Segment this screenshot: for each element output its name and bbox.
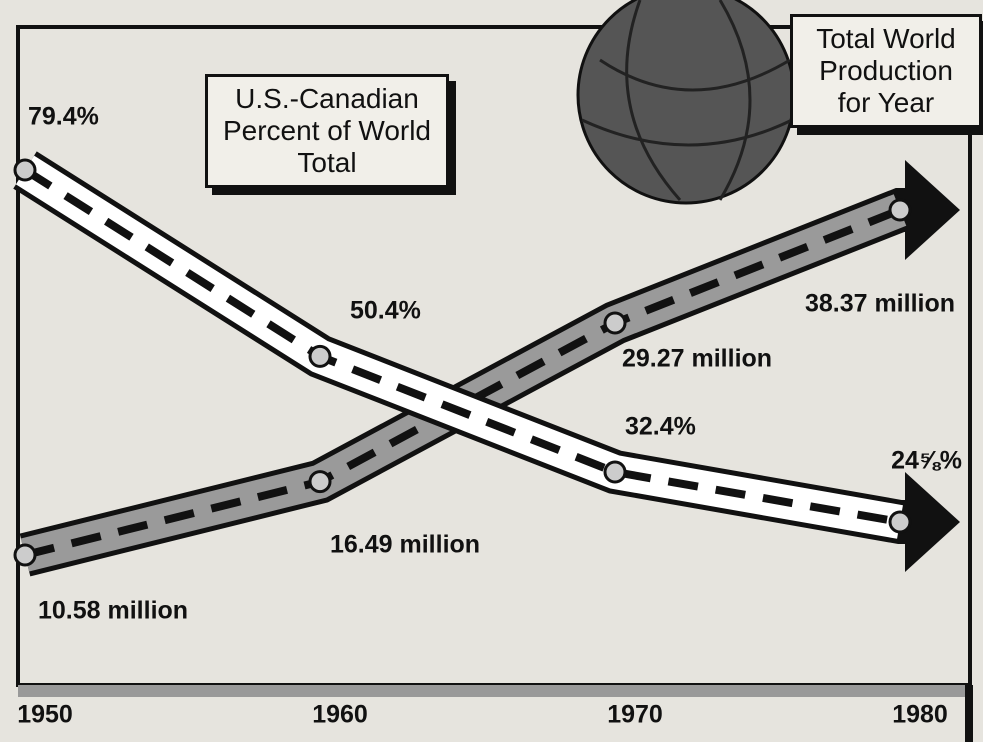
arrow-head: [905, 160, 960, 260]
globe: [576, 0, 796, 205]
x-tick-label: 1970: [607, 701, 663, 729]
line: [24, 206, 902, 559]
globe-lines: [581, 0, 793, 201]
line: [22, 166, 901, 526]
value-label: 10.58 million: [38, 597, 188, 625]
x-tick-label: 1950: [17, 701, 73, 729]
point: [13, 158, 37, 182]
x-tick-label: 1980: [892, 701, 948, 729]
point: [603, 460, 627, 484]
point: [888, 510, 912, 534]
arrow-head: [905, 472, 960, 572]
x-tick-label: 1960: [312, 701, 368, 729]
point: [308, 470, 332, 494]
point: [13, 543, 37, 567]
value-label: 38.37 million: [805, 290, 955, 318]
legend-box: Total World Production for Year: [790, 14, 982, 128]
point: [888, 198, 912, 222]
value-label: 29.27 million: [622, 345, 772, 373]
band-outline: [13, 151, 910, 544]
point: [603, 311, 627, 335]
value-label: 32.4%: [625, 413, 696, 441]
frame-shadow: [18, 685, 970, 697]
value-label: 79.4%: [28, 103, 99, 131]
legend-box: U.S.-Canadian Percent of World Total: [205, 74, 449, 188]
value-label: 24⅝%: [891, 447, 962, 475]
frame-edge: [965, 685, 973, 742]
value-label: 50.4%: [350, 297, 421, 325]
point: [308, 344, 332, 368]
value-label: 16.49 million: [330, 531, 480, 559]
